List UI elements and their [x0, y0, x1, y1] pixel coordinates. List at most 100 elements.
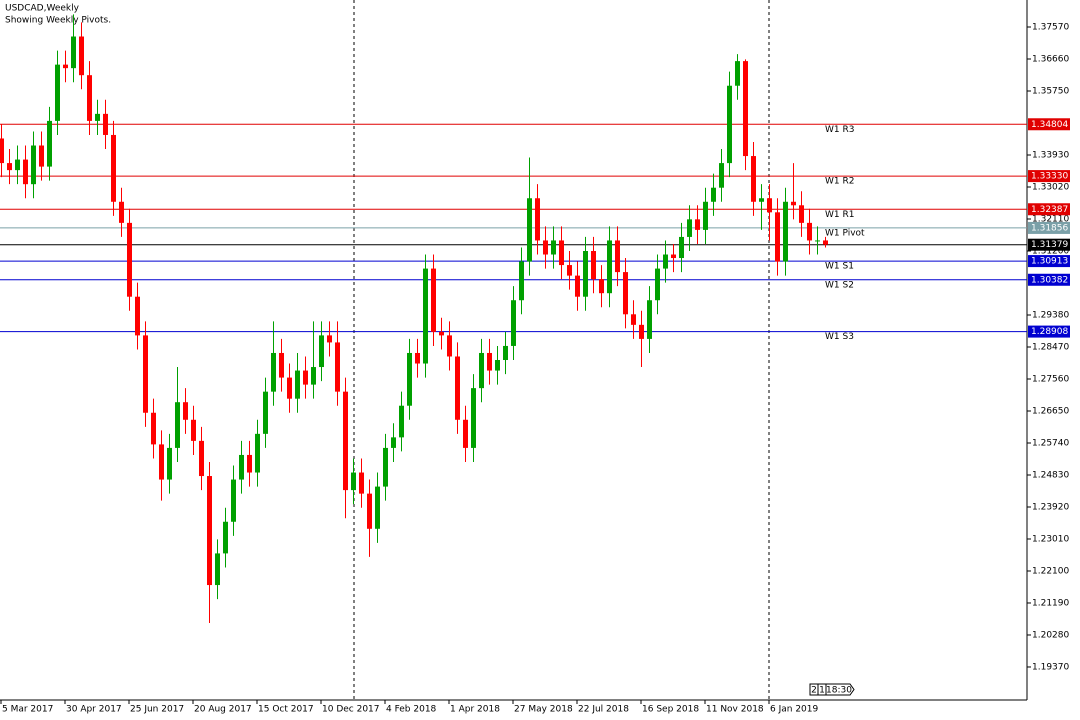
candle-body	[183, 402, 188, 420]
pivot-price-box	[1028, 203, 1070, 216]
x-tick-label: 20 Aug 2017	[194, 705, 252, 715]
candle-body	[495, 360, 500, 371]
candle-body	[271, 352, 276, 392]
candle-body	[535, 198, 540, 241]
status-cell	[825, 683, 855, 696]
pivot-price-box-label: 1.30913	[1031, 257, 1068, 267]
candle-body	[479, 352, 484, 389]
candle-body	[87, 75, 92, 121]
candle-body	[231, 479, 236, 522]
x-tick-label: 10 Dec 2017	[322, 705, 380, 715]
chart-title: USDCAD,Weekly	[5, 4, 80, 14]
candle-body	[583, 250, 588, 297]
candle-body	[207, 476, 212, 586]
y-tick-label: 1.36660	[1032, 55, 1069, 65]
candle-body	[95, 113, 100, 121]
candle-body	[327, 335, 332, 343]
candle-body	[175, 402, 180, 448]
candle-body	[655, 268, 660, 301]
candle-body	[807, 222, 812, 241]
pivot-price-box	[1028, 273, 1070, 286]
candle-body	[111, 134, 116, 202]
candle-body	[543, 240, 548, 255]
candle-body	[695, 219, 700, 230]
candle-body	[775, 212, 780, 262]
candle-body	[487, 352, 492, 371]
candle-body	[383, 447, 388, 487]
candle-body	[343, 391, 348, 491]
candle-body	[591, 250, 596, 280]
current-price-box	[1028, 238, 1070, 251]
candle-body	[631, 314, 636, 325]
candle-body	[135, 296, 140, 336]
candle-body	[335, 342, 340, 392]
candle-body	[783, 201, 788, 262]
x-tick-label: 27 May 2018	[514, 705, 573, 715]
candle-body	[199, 440, 204, 477]
candle-body	[423, 268, 428, 364]
x-tick-label: 16 Sep 2018	[642, 705, 699, 715]
current-price-box-label: 1.31379	[1031, 240, 1068, 250]
pivot-price-box	[1028, 170, 1070, 183]
candle-body	[191, 419, 196, 441]
pivot-price-box	[1028, 118, 1070, 131]
candle-body	[559, 240, 564, 266]
candle-body	[823, 240, 828, 245]
candle-body	[255, 433, 260, 473]
pivot-label: W1 S3	[825, 332, 854, 342]
candle-body	[119, 201, 124, 223]
candle-body	[319, 335, 324, 368]
candle-body	[503, 345, 508, 361]
candle-body	[735, 61, 740, 86]
candle-body	[55, 64, 60, 121]
pivot-price-box-label: 1.31856	[1031, 223, 1068, 233]
x-tick-label: 22 Jul 2018	[578, 705, 629, 715]
pivot-label: W1 S2	[825, 280, 854, 290]
status-label: 1	[819, 686, 825, 696]
pivot-price-box-label: 1.32387	[1031, 205, 1068, 215]
candle-body	[791, 201, 796, 206]
candle-body	[455, 356, 460, 420]
candle-body	[311, 367, 316, 385]
candle-body	[607, 240, 612, 294]
candle-body	[447, 335, 452, 357]
candle-body	[711, 187, 716, 202]
status-box: 2 1 18:30	[809, 683, 855, 696]
candle-body	[351, 472, 356, 491]
candle-body	[223, 521, 228, 554]
candle-body	[79, 36, 84, 76]
candle-body	[679, 236, 684, 259]
y-tick-label: 1.27560	[1032, 374, 1069, 384]
y-tick-label: 1.19370	[1032, 662, 1069, 672]
candle-body	[399, 405, 404, 438]
candle-body	[511, 300, 516, 346]
candle-body	[743, 61, 748, 157]
candle-body	[415, 352, 420, 364]
candle-body	[663, 254, 668, 269]
candle-body	[359, 472, 364, 494]
pivot-label: W1 R3	[825, 125, 854, 135]
pivot-price-box	[1028, 221, 1070, 234]
candle-body	[551, 240, 556, 255]
candle-body	[719, 163, 724, 188]
candle-body	[247, 454, 252, 473]
pivot-label: W1 S1	[825, 262, 854, 272]
candle-body	[815, 240, 820, 242]
candle-body	[63, 64, 68, 69]
candle-body	[0, 138, 4, 164]
y-tick-label: 1.25740	[1032, 438, 1069, 448]
x-tick-label: 4 Feb 2018	[386, 705, 437, 715]
candle-body	[519, 261, 524, 301]
y-tick-label: 1.33020	[1032, 182, 1069, 192]
pivot-price-box-label: 1.28908	[1031, 327, 1068, 337]
candle-body	[239, 454, 244, 480]
candle-body	[759, 198, 764, 202]
candle-body	[575, 275, 580, 297]
candle-body	[567, 265, 572, 276]
x-tick-label: 25 Jun 2017	[130, 705, 184, 715]
candle-body	[23, 159, 28, 185]
status-label: 2	[811, 686, 817, 696]
status-label: 18:30	[826, 686, 852, 696]
candle-body	[71, 36, 76, 69]
y-tick-label: 1.20280	[1032, 630, 1069, 640]
